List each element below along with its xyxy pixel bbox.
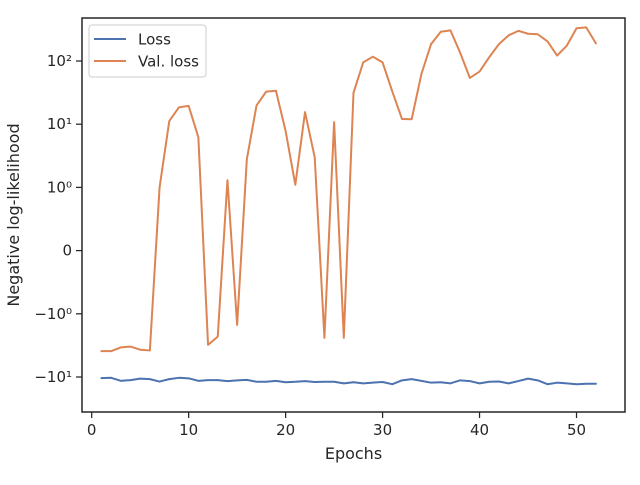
y-tick-label: 10¹ bbox=[47, 115, 72, 133]
y-tick-label: −10¹ bbox=[34, 368, 72, 386]
x-tick-label: 50 bbox=[567, 421, 586, 439]
legend-label-loss: Loss bbox=[138, 31, 171, 49]
legend-label-val-loss: Val. loss bbox=[138, 53, 199, 71]
x-tick-label: 10 bbox=[179, 421, 198, 439]
y-axis-label: Negative log-likelihood bbox=[4, 123, 23, 306]
series-line-val-loss bbox=[100, 26, 597, 353]
series-layer bbox=[100, 26, 597, 386]
y-tick-label: −10⁰ bbox=[34, 305, 72, 323]
y-tick-label: 10² bbox=[47, 52, 72, 70]
x-tick-label: 0 bbox=[87, 421, 97, 439]
legend: Loss Val. loss bbox=[88, 24, 207, 78]
y-axis-ticks: −10¹ −10⁰ 0 10⁰ 10¹ 10² bbox=[34, 52, 82, 386]
x-tick-label: 30 bbox=[373, 421, 392, 439]
series-line-loss bbox=[100, 376, 597, 386]
y-tick-label: 10⁰ bbox=[47, 178, 72, 196]
x-axis-ticks: 0 10 20 30 40 50 bbox=[87, 412, 586, 439]
x-tick-label: 40 bbox=[470, 421, 489, 439]
x-axis-label: Epochs bbox=[325, 444, 382, 463]
y-tick-label: 0 bbox=[62, 242, 72, 260]
x-tick-label: 20 bbox=[276, 421, 295, 439]
plot-frame bbox=[81, 17, 626, 413]
